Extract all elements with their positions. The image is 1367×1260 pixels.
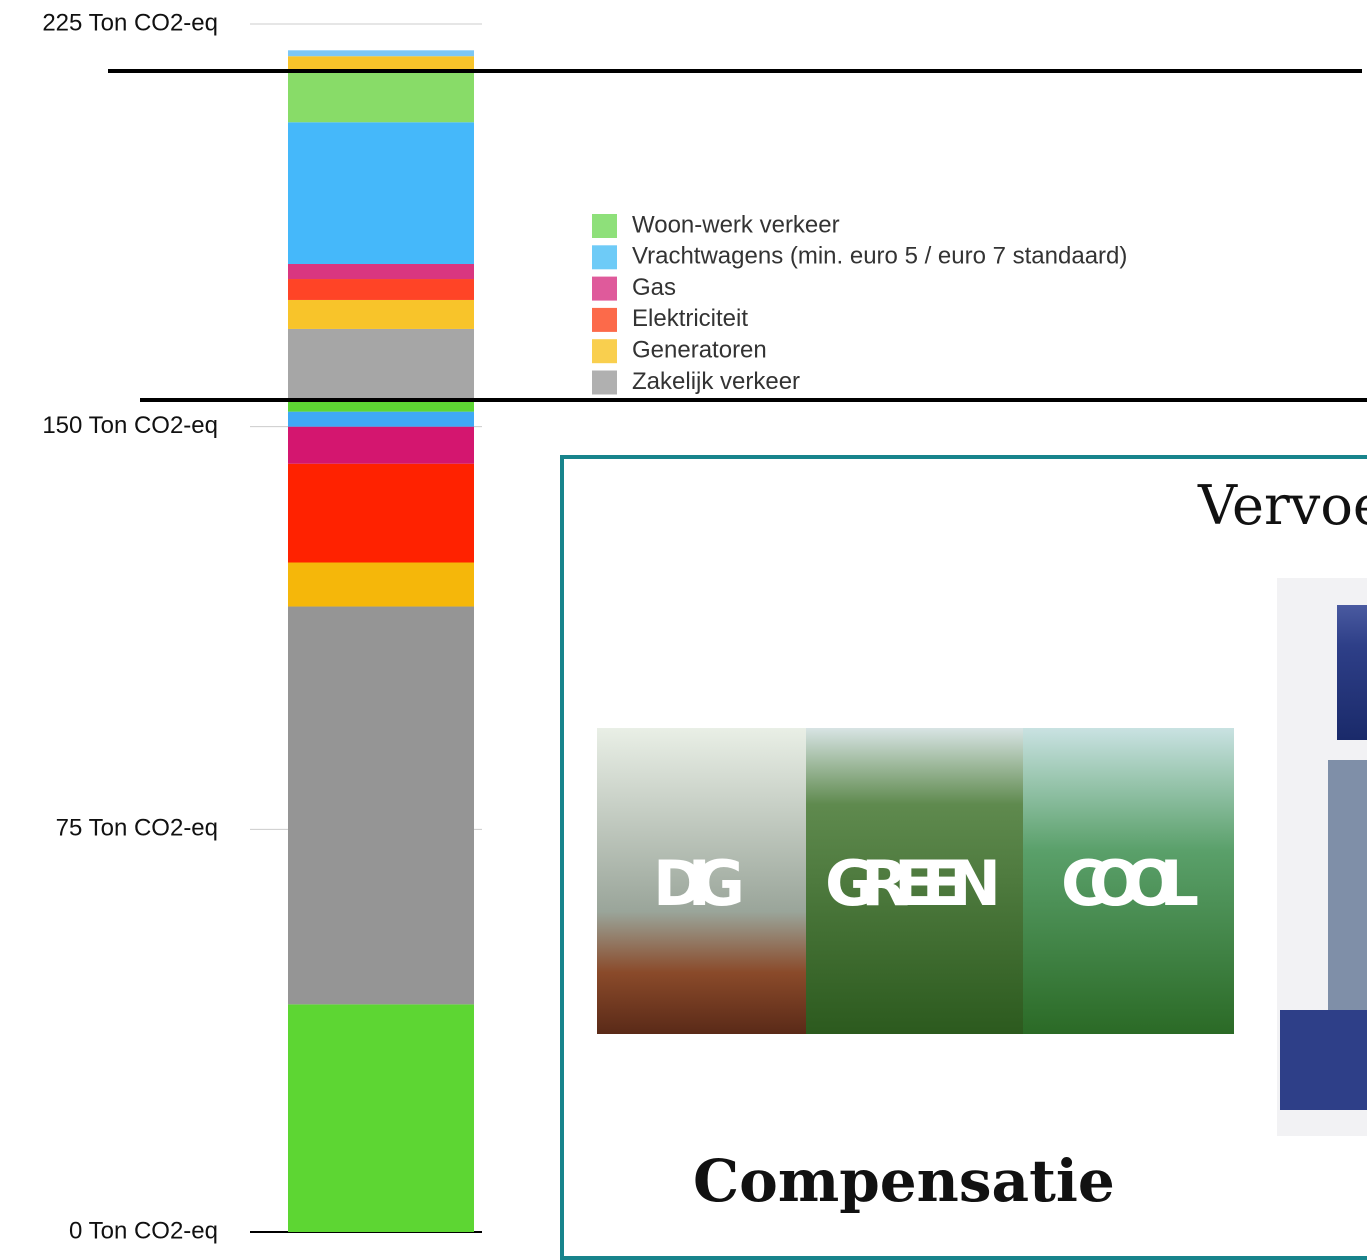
bar-segment xyxy=(288,122,474,264)
bar-segment xyxy=(288,50,474,57)
bar-segment xyxy=(288,299,474,329)
legend-swatch xyxy=(592,214,617,238)
panel-title: Vervoe xyxy=(1197,474,1367,537)
bar-segment xyxy=(288,72,474,123)
bar-segment xyxy=(288,411,474,427)
bar-segment xyxy=(288,426,474,464)
legend-swatch xyxy=(592,245,617,270)
legend-label: Woon-werk verkeer xyxy=(632,211,840,238)
legend-label: Zakelijk verkeer xyxy=(632,368,800,395)
bar-segment xyxy=(288,606,474,1005)
bar-segment xyxy=(288,463,474,563)
product-image xyxy=(1277,578,1367,1136)
legend-swatch xyxy=(592,339,617,364)
panel-border xyxy=(560,455,1367,1260)
legend-label: Generatoren xyxy=(632,337,767,364)
y-tick-label: 150 Ton CO2-eq xyxy=(42,412,218,439)
legend: Woon-werk verkeer Vrachtwagens (min. euro… xyxy=(592,211,1127,395)
bar-segment xyxy=(288,1004,474,1232)
legend-label: Elektriciteit xyxy=(632,305,748,332)
image-word: COOL xyxy=(1061,847,1199,920)
bar-segment xyxy=(288,56,474,73)
bar-segment xyxy=(288,263,474,280)
legend-swatch xyxy=(592,370,617,395)
legend-swatch xyxy=(592,276,617,301)
legend-swatch xyxy=(592,307,617,332)
bar-segment xyxy=(288,328,474,401)
bar-segment xyxy=(288,562,474,607)
panel-caption: Compensatie xyxy=(693,1147,1115,1215)
image-word: GREEN xyxy=(825,847,1001,920)
y-tick-label: 75 Ton CO2-eq xyxy=(56,815,218,842)
bar-segment xyxy=(288,400,474,412)
legend-label: Gas xyxy=(632,274,676,301)
image-word: DIG xyxy=(653,847,745,920)
image: DIG GREEN COOL xyxy=(597,728,1234,1034)
y-tick-label: 225 Ton CO2-eq xyxy=(42,9,218,36)
chart: 0 Ton CO2-eq 75 Ton CO2-eq 150 Ton CO2-eq 2… xyxy=(42,9,482,1244)
bar-segment xyxy=(288,279,474,300)
panel: Vervoe DIG GREEN COOL Compensatie xyxy=(560,455,1367,1260)
legend-label: Vrachtwagens (min. euro 5 / euro 7 stand… xyxy=(632,243,1127,270)
y-tick-label: 0 Ton CO2-eq xyxy=(69,1217,218,1244)
